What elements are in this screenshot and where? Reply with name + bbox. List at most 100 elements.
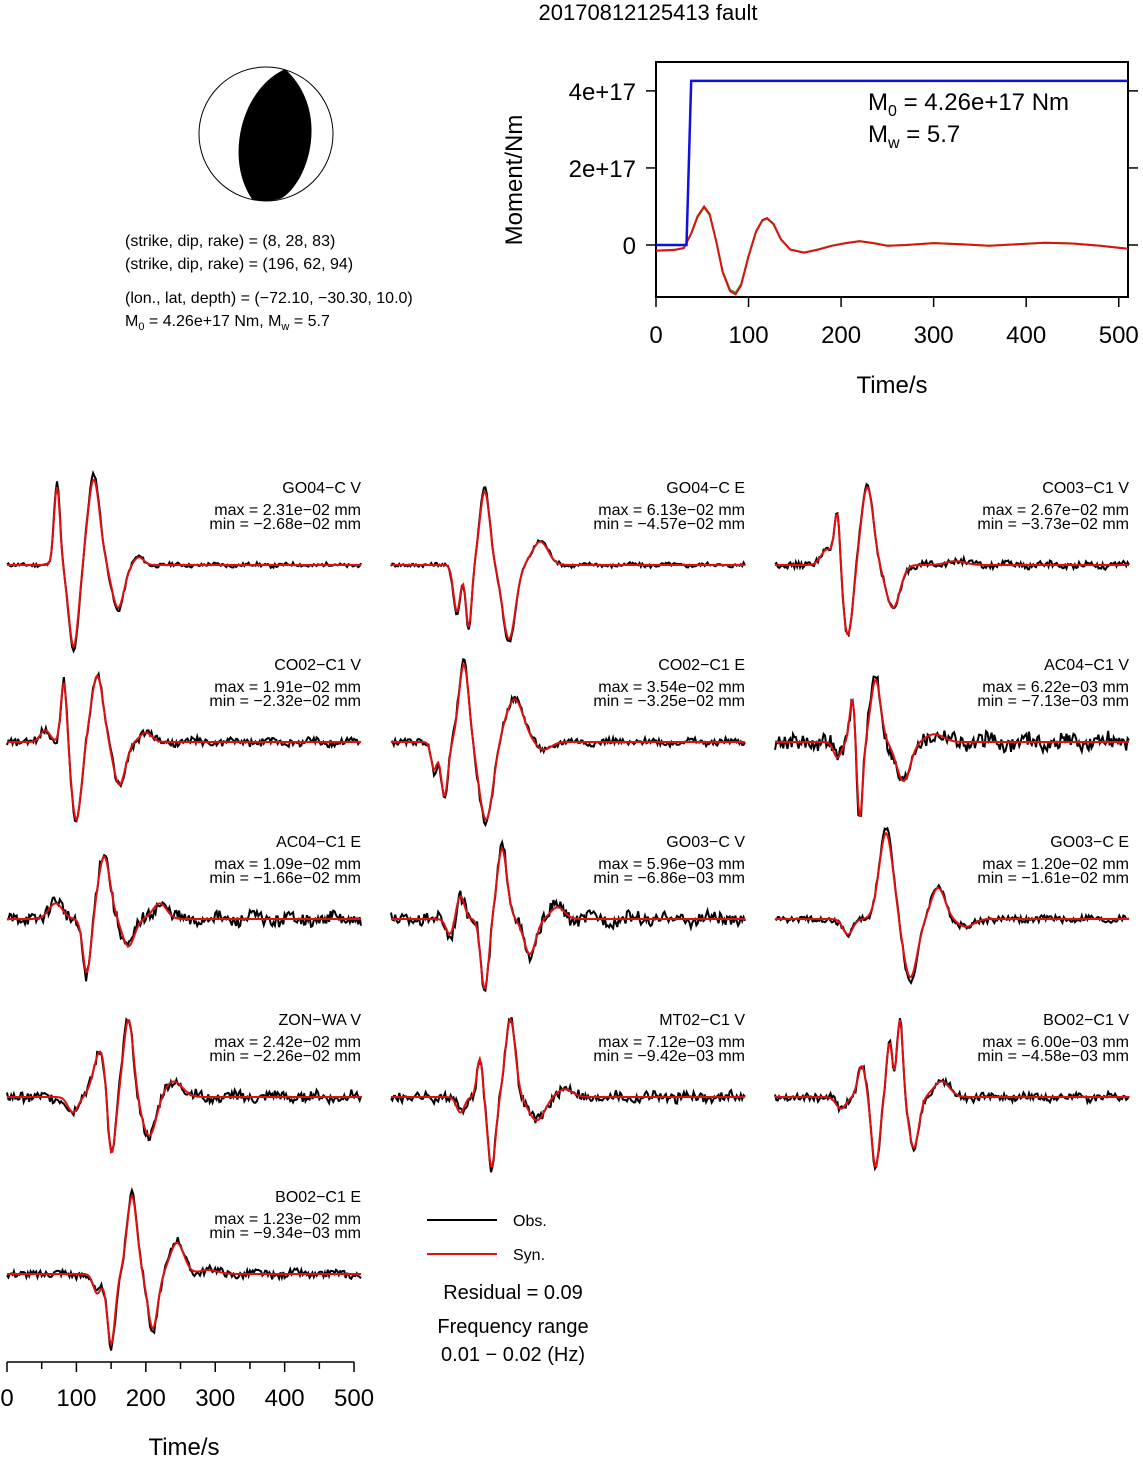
station-name: CO02−C1 V [274,657,361,674]
station-min: min = −1.61e−02 mm [977,870,1129,887]
mw-annotation-base: M [868,121,888,148]
moment-xtick-label: 200 [821,322,861,349]
mw-annotation-value: = 5.7 [900,121,961,148]
waveform-xtick-label: 500 [334,1385,374,1412]
moment-y-axis-label: Moment/Nm [501,115,528,246]
moment-magnitude-line: M0 = 4.26e+17 Nm, Mw = 5.7 [125,313,330,333]
station-min: min = −4.58e−03 mm [977,1048,1129,1065]
station-min: min = −2.68e−02 mm [209,516,361,533]
legend-syn-label: Syn. [513,1247,545,1264]
station-name: ZON−WA V [278,1012,361,1029]
focal-mechanism-beachball [198,66,334,202]
synthetic-trace [775,1019,1129,1168]
station-name: BO02−C1 E [275,1189,361,1206]
moment-xtick-label: 400 [1006,322,1046,349]
mw-sub: w [280,321,289,333]
station-max: max = 3.54e−02 mm [598,679,745,696]
synthetic-trace [7,855,361,974]
synthetic-trace [391,846,745,990]
waveform-xtick-label: 0 [0,1385,13,1412]
station-min: min = −2.26e−02 mm [209,1048,361,1065]
hypocenter-location: (lon., lat, depth) = (−72.10, −30.30, 10… [125,290,413,307]
nodal-plane-1: (strike, dip, rake) = (8, 28, 83) [125,233,335,250]
station-min: min = −1.66e−02 mm [209,870,361,887]
moment-plot-frame [655,61,1129,298]
event-info: (strike, dip, rake) = (8, 28, 83) (strik… [125,233,413,333]
moment-ytick-label: 2e+17 [569,156,636,183]
mw-annotation-sub: w [887,135,900,152]
frequency-range-title: Frequency range [437,1316,588,1338]
moment-x-axis: 0 100 200 300 400 500 [649,297,1139,349]
figure-title: 20170812125413 fault [539,0,758,25]
synthetic-trace [7,674,361,823]
cumulative-moment-line [656,79,1128,247]
synthetic-trace [391,663,745,821]
station-max: max = 1.91e−02 mm [214,679,361,696]
waveform-xtick-label: 400 [265,1385,305,1412]
mw-tail: = 5.7 [289,313,330,330]
residual-text: Residual = 0.09 [443,1282,583,1304]
waveform-xtick-label: 200 [126,1385,166,1412]
m0-annotation-value: = 4.26e+17 Nm [897,89,1069,116]
beachball-compressional-quadrant [238,69,312,201]
moment-xtick-label: 500 [1099,322,1139,349]
station-name: MT02−C1 V [659,1012,745,1029]
moment-xtick-label: 300 [914,322,954,349]
m0-annotation-sub: 0 [888,103,897,120]
station-name: GO04−C E [666,480,745,497]
station-max: max = 6.13e−02 mm [598,502,745,519]
moment-plot: 0 2e+17 4e+17 0 100 200 300 400 500 Moment/Nm T… [501,61,1139,399]
observed-trace [774,674,1130,817]
observed-trace [6,469,362,654]
station-name: BO02−C1 V [1043,1012,1129,1029]
moment-x-axis-label: Time/s [856,372,927,399]
moment-ytick-label: 0 [623,233,636,260]
stf-green-line [655,205,1129,295]
station-max: max = 1.09e−02 mm [214,856,361,873]
station-min: min = −7.13e−03 mm [977,693,1129,710]
synthetic-trace [7,1018,361,1154]
station-name: AC04−C1 E [276,834,361,851]
station-min: min = −3.73e−02 mm [977,516,1129,533]
station-min: min = −6.86e−03 mm [593,870,745,887]
waveform-xtick-label: 100 [56,1385,96,1412]
waveform-xtick-label: 300 [195,1385,235,1412]
moment-annotation-mw: Mw = 5.7 [868,121,960,152]
station-name: AC04−C1 V [1044,657,1129,674]
station-name: CO03−C1 V [1042,480,1129,497]
synthetic-trace [391,490,745,641]
moment-ytick-label: 4e+17 [569,79,636,106]
nodal-plane-2: (strike, dip, rake) = (196, 62, 94) [125,256,353,273]
station-min: min = −9.42e−03 mm [593,1048,745,1065]
moment-y-axis: 0 2e+17 4e+17 [569,79,1138,260]
station-name: GO03−C E [1050,834,1129,851]
station-max: max = 1.23e−02 mm [214,1211,361,1228]
frequency-range-value: 0.01 − 0.02 (Hz) [441,1344,585,1366]
station-min: min = −4.57e−02 mm [593,516,745,533]
legend-obs-label: Obs. [513,1213,547,1230]
synthetic-trace [7,1193,361,1348]
station-max: max = 6.00e−03 mm [982,1034,1129,1051]
observed-trace [774,826,1130,986]
moment-annotation-m0: M0 = 4.26e+17 Nm [868,89,1069,120]
synthetic-trace [775,486,1129,636]
m0-base: M [125,313,138,330]
station-max: max = 2.67e−02 mm [982,502,1129,519]
station-name: GO03−C V [666,834,745,851]
waveform-x-axis-label: Time/s [148,1434,219,1458]
station-min: min = −3.25e−02 mm [593,693,745,710]
station-min: min = −2.32e−02 mm [209,693,361,710]
